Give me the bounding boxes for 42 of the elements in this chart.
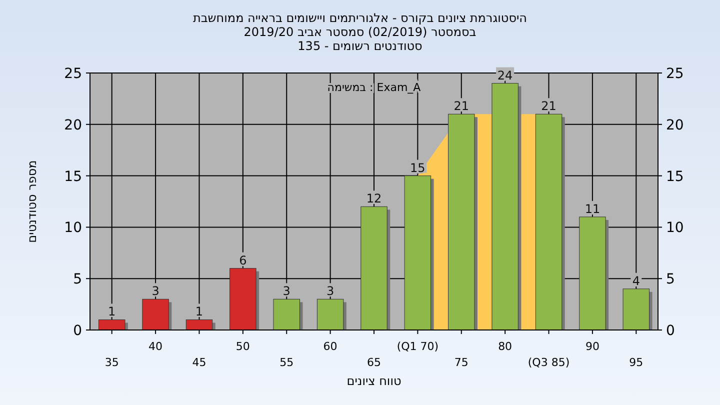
y2-tick-label: 20 bbox=[666, 117, 684, 134]
data-label: 1 bbox=[195, 304, 204, 319]
data-label: 3 bbox=[282, 284, 290, 298]
data-label: 1 bbox=[108, 304, 116, 319]
y-tick-label: 20 bbox=[64, 117, 82, 134]
data-label: 6 bbox=[239, 253, 247, 268]
data-label: 21 bbox=[454, 99, 470, 114]
x-tick-label: 75 bbox=[454, 356, 468, 369]
data-label: 24 bbox=[497, 68, 513, 82]
data-label: 4 bbox=[632, 274, 640, 288]
y-tick-label: 5 bbox=[73, 272, 82, 288]
data-label: 21 bbox=[541, 99, 556, 114]
chart-title: היסטוגרמת ציונים בקורס - אלגוריתמים ויישומים בראייה ממוחשבת bbox=[192, 11, 528, 25]
x-tick-label: (Q1 70) bbox=[396, 340, 439, 353]
y-axis-title: מספר סטודנטים bbox=[25, 160, 39, 243]
x-tick-label: 95 bbox=[629, 356, 644, 369]
y-tick-label: 0 bbox=[73, 323, 82, 339]
y-tick-label: 15 bbox=[64, 168, 82, 185]
x-axis-title: טווח ציונים bbox=[346, 374, 402, 388]
y2-tick-label: 25 bbox=[666, 66, 684, 82]
y-tick-label: 25 bbox=[64, 66, 82, 82]
data-label: 3 bbox=[326, 284, 334, 298]
x-tick-label: (Q3 85) bbox=[528, 356, 570, 369]
y2-tick-label: 10 bbox=[666, 220, 684, 236]
x-tick-label: 90 bbox=[585, 340, 600, 353]
chart-subtitle: בסמסטר (02/2019) סמסטר אביב 2019/20 סטודנטים רשומים - 135 bbox=[244, 25, 476, 53]
y2-tick-label: 5 bbox=[666, 272, 675, 288]
data-label: 3 bbox=[152, 284, 160, 298]
x-tick-label: 65 bbox=[367, 356, 381, 369]
x-tick-label: 55 bbox=[280, 356, 294, 369]
x-tick-label: 60 bbox=[323, 340, 338, 353]
x-tick-label: 50 bbox=[236, 340, 250, 353]
data-label: 11 bbox=[584, 202, 600, 216]
y-tick-label: 10 bbox=[64, 220, 82, 236]
x-tick-label: 45 bbox=[192, 356, 206, 369]
y2-tick-label: 15 bbox=[666, 168, 684, 185]
x-tick-label: 40 bbox=[148, 340, 163, 353]
data-label: 12 bbox=[366, 192, 382, 206]
x-tick-label: 80 bbox=[498, 340, 512, 353]
x-tick-label: 35 bbox=[104, 356, 119, 369]
data-label: 15 bbox=[410, 160, 426, 175]
y2-tick-label: 0 bbox=[666, 323, 675, 339]
